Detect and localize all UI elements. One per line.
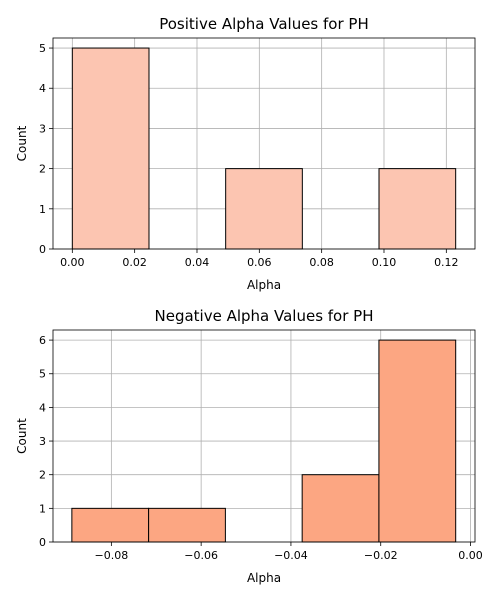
x-tick-label: 0.10 <box>372 256 397 269</box>
y-tick-label: 0 <box>39 536 46 549</box>
x-axis-label: Alpha <box>247 278 281 292</box>
histogram-bar <box>378 168 457 250</box>
y-tick-label: 3 <box>39 435 46 448</box>
x-tick-label: 0.08 <box>309 256 334 269</box>
y-tick-label: 5 <box>39 42 46 55</box>
x-tick-label: 0.12 <box>434 256 459 269</box>
y-tick-label: 0 <box>39 243 46 256</box>
histogram-bar <box>378 339 457 543</box>
x-tick-label: −0.02 <box>364 549 398 562</box>
y-tick-label: 1 <box>39 502 46 515</box>
histogram-bar <box>301 474 380 543</box>
histogram-bar <box>71 47 150 250</box>
x-tick-label: 0.00 <box>458 549 483 562</box>
y-tick-label: 6 <box>39 334 46 347</box>
y-tick-label: 4 <box>39 82 46 95</box>
x-axis-label: Alpha <box>247 571 281 585</box>
chart-title: Negative Alpha Values for PH <box>155 307 374 325</box>
y-tick-label: 2 <box>39 469 46 482</box>
y-axis-label: Count <box>15 418 29 454</box>
histogram-bar <box>225 168 303 250</box>
axes-frame <box>52 329 476 543</box>
y-tick-label: 5 <box>39 368 46 381</box>
y-tick-label: 3 <box>39 122 46 135</box>
chart-title: Positive Alpha Values for PH <box>159 15 369 33</box>
axes-frame <box>52 37 476 250</box>
x-tick-label: −0.06 <box>184 549 218 562</box>
chart-panel-1: 0.00 0.02 0.04 0.06 0.08 0.10 0.12 0 1 2 3 4 5 Positi… <box>15 15 476 292</box>
chart-panel-2: −0.08 −0.06 −0.04 −0.02 0.00 0 1 2 3 4 5 6 Negative … <box>15 307 483 585</box>
y-tick-label: 1 <box>39 203 46 216</box>
x-tick-label: 0.04 <box>185 256 210 269</box>
y-tick-label: 4 <box>39 401 46 414</box>
x-tick-label: −0.04 <box>274 549 308 562</box>
y-axis-label: Count <box>15 125 29 161</box>
x-tick-label: 0.00 <box>60 256 85 269</box>
x-tick-label: 0.02 <box>122 256 147 269</box>
x-tick-label: 0.06 <box>247 256 272 269</box>
histogram-bar <box>148 507 226 543</box>
x-tick-label: −0.08 <box>95 549 129 562</box>
y-tick-label: 2 <box>39 163 46 176</box>
histogram-bar <box>71 507 150 543</box>
